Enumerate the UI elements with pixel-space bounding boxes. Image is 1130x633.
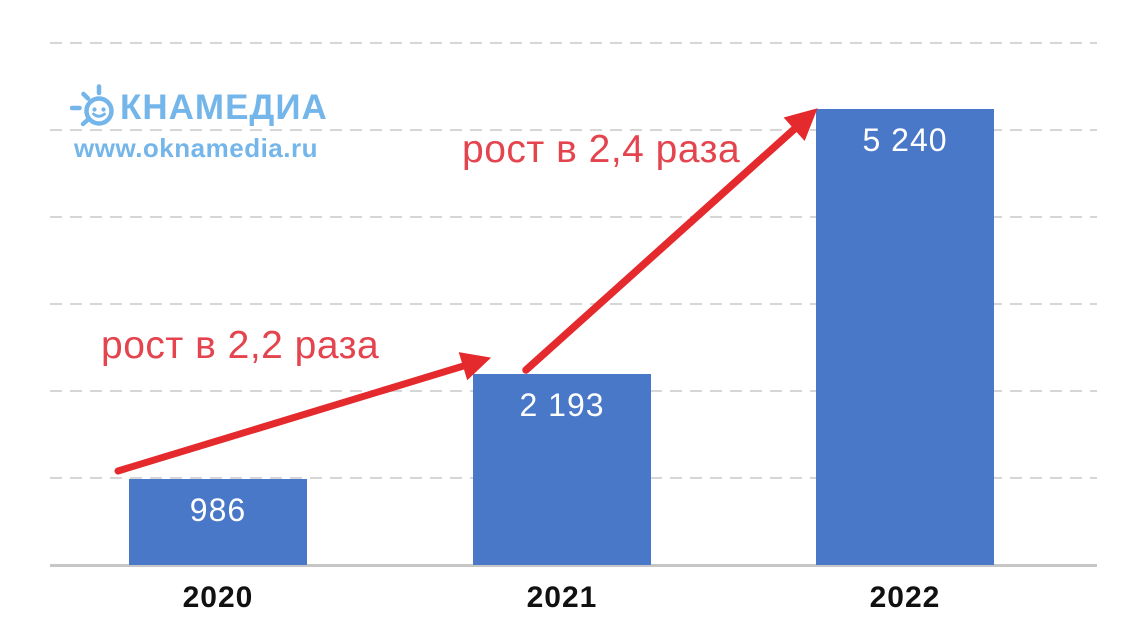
annotation-growth-2020-2021: рост в 2,2 раза bbox=[101, 324, 380, 367]
logo: КНАМЕДИА www.oknamedia.ru bbox=[70, 84, 328, 164]
bar-2022: 5 240 bbox=[816, 109, 994, 565]
bar-value-label-2022: 5 240 bbox=[862, 122, 948, 158]
arrow-2020-to-2021 bbox=[114, 352, 492, 475]
x-tick-2022: 2022 bbox=[869, 581, 941, 614]
annotation-growth-2021-2022: рост в 2,4 раза bbox=[462, 128, 741, 171]
x-tick-2020: 2020 bbox=[182, 581, 254, 614]
bar-2021: 2 193 bbox=[473, 374, 651, 565]
gridline-6000 bbox=[50, 42, 1097, 44]
sun-logo-icon bbox=[70, 84, 114, 127]
bar-2020: 986 bbox=[129, 479, 307, 565]
x-tick-2021: 2021 bbox=[526, 581, 598, 614]
x-axis-baseline bbox=[50, 564, 1097, 567]
bar-value-label-2021: 2 193 bbox=[519, 387, 605, 423]
bar-value-label-2020: 986 bbox=[189, 492, 247, 528]
logo-name-row: КНАМЕДИА bbox=[70, 84, 328, 132]
logo-name: КНАМЕДИА bbox=[120, 88, 328, 127]
logo-url: www.oknamedia.ru bbox=[74, 133, 318, 163]
